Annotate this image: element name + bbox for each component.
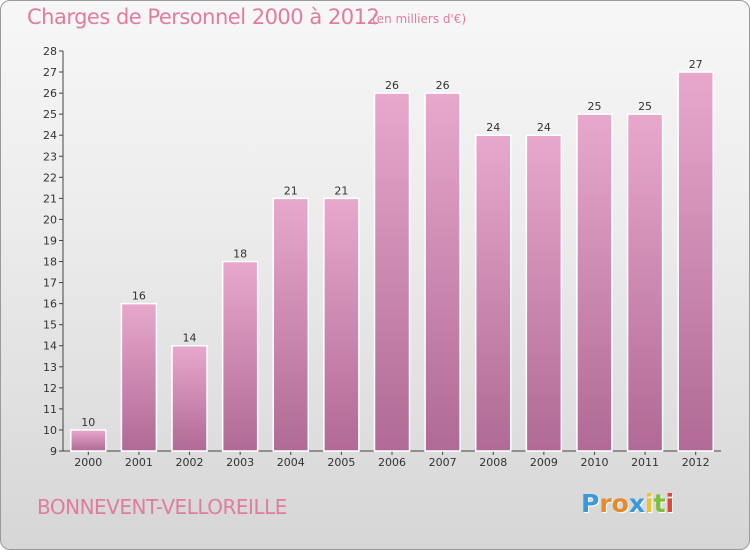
data-label: 21: [284, 184, 298, 197]
x-tick-label: 2011: [631, 456, 659, 469]
y-tick-label: 26: [43, 87, 57, 100]
labels: 9 10 11 12 13 14 15 16 17 18 19 20 21 22 23 24 25 26 27 28 2…: [43, 45, 710, 469]
y-tick-label: 16: [43, 298, 57, 311]
y-tick-label: 23: [43, 150, 57, 163]
bar-2012: [677, 71, 714, 452]
bars: [70, 71, 714, 452]
bar-2001: [120, 302, 158, 452]
x-tick-label: 2001: [125, 456, 153, 469]
x-tick-label: 2003: [226, 456, 254, 469]
y-tick-label: 25: [43, 108, 57, 121]
y-tick-label: 9: [50, 445, 57, 458]
y-tick-label: 27: [43, 66, 57, 79]
y-tick-label: 12: [43, 382, 57, 395]
y-tick-label: 17: [43, 277, 57, 290]
bar-2002: [171, 344, 208, 452]
data-label: 24: [537, 121, 551, 134]
data-label: 26: [385, 79, 399, 92]
y-tick-label: 15: [43, 319, 57, 332]
y-tick-label: 19: [43, 234, 57, 247]
y-tick-label: 18: [43, 256, 57, 269]
bar-2004: [272, 197, 310, 452]
logo-letter: i: [665, 489, 675, 518]
x-tick-label: 2012: [682, 456, 710, 469]
x-tick-label: 2007: [429, 456, 457, 469]
y-tick-label: 11: [43, 403, 57, 416]
bar-2000: [70, 429, 107, 452]
bar-2009: [525, 134, 563, 452]
y-tick-label: 24: [43, 129, 57, 142]
data-label: 24: [486, 121, 500, 134]
x-tick-label: 2002: [176, 456, 204, 469]
y-tick-label: 20: [43, 213, 57, 226]
data-label: 10: [81, 416, 95, 429]
bar-2006: [373, 92, 411, 452]
data-label: 27: [689, 58, 703, 71]
chart-title: Charges de Personnel 2000 à 2012: [27, 5, 380, 29]
proxiti-logo[interactable]: Proxiti: [581, 489, 674, 518]
data-label: 21: [334, 184, 348, 197]
y-tick-label: 22: [43, 171, 57, 184]
data-label: 25: [587, 100, 601, 113]
bar-2007: [424, 92, 461, 452]
data-label: 25: [638, 100, 652, 113]
x-tick-label: 2008: [479, 456, 507, 469]
bar-2005: [323, 197, 360, 452]
x-tick-label: 2005: [327, 456, 355, 469]
logo-letter: r: [599, 489, 612, 518]
logo-letter: t: [653, 489, 666, 518]
logo-letter: x: [628, 489, 645, 518]
logo-letter: o: [611, 489, 629, 518]
bar-2008: [474, 134, 512, 452]
x-tick-label: 2009: [530, 456, 558, 469]
y-tick-label: 14: [43, 340, 57, 353]
y-tick-label: 13: [43, 361, 57, 374]
x-tick-label: 2000: [74, 456, 102, 469]
data-label: 18: [233, 248, 247, 261]
logo-letter: P: [581, 489, 600, 518]
logo-letter: i: [645, 489, 654, 518]
data-label: 16: [132, 290, 146, 303]
x-tick-label: 2006: [378, 456, 406, 469]
x-tick-label: 2010: [580, 456, 608, 469]
y-tick-label: 28: [43, 45, 57, 58]
data-label: 26: [436, 79, 450, 92]
data-label: 14: [183, 332, 197, 345]
y-tick-label: 21: [43, 192, 57, 205]
bar-2011: [626, 113, 664, 452]
bar-2003: [221, 260, 259, 452]
y-tick-label: 10: [43, 424, 57, 437]
chart-unit: (en milliers d'€): [372, 12, 467, 26]
x-tick-label: 2004: [277, 456, 305, 469]
commune-name: BONNEVENT-VELLOREILLE: [37, 495, 287, 519]
bar-2010: [576, 113, 613, 452]
